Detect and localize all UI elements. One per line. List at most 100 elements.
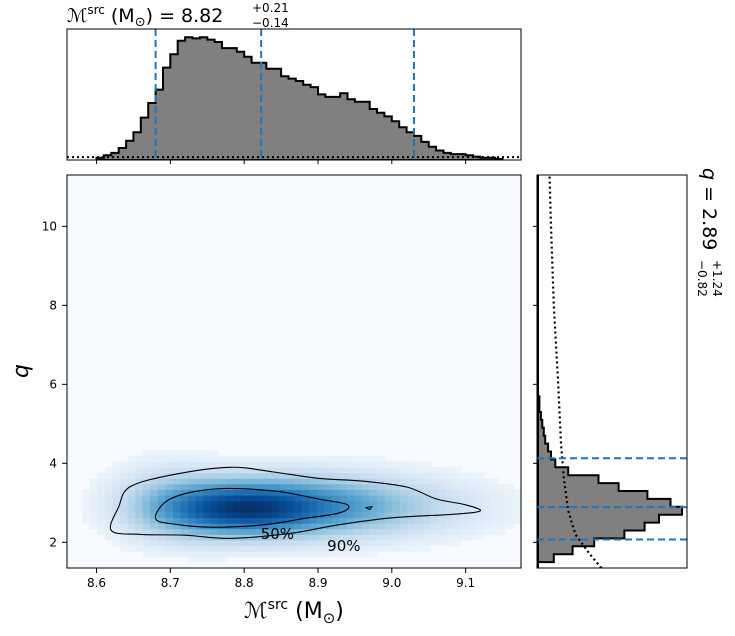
- heatmap-cell: [89, 489, 98, 496]
- heatmap-cell: [460, 472, 469, 479]
- heatmap-cell: [331, 461, 340, 468]
- heatmap-cell: [271, 455, 280, 462]
- heatmap-cell: [392, 528, 401, 535]
- heatmap-cell: [399, 545, 409, 552]
- heatmap-cell: [150, 539, 159, 547]
- heatmap-cell: [112, 500, 121, 507]
- heatmap-cell: [142, 483, 151, 490]
- heatmap-cell: [490, 500, 499, 507]
- heatmap-cell: [104, 489, 113, 496]
- heatmap-cell: [248, 545, 257, 552]
- heatmap-cell: [316, 489, 325, 496]
- heatmap-cell: [150, 466, 159, 474]
- heatmap-cell: [369, 495, 378, 502]
- heatmap-cell: [483, 523, 492, 530]
- heatmap-cell: [180, 500, 189, 507]
- heatmap-cell: [324, 517, 333, 524]
- heatmap-cell: [142, 466, 151, 474]
- heatmap-cell: [452, 478, 462, 485]
- heatmap-cell: [165, 466, 174, 474]
- heatmap-cell: [437, 528, 446, 535]
- heatmap-cell: [172, 528, 182, 535]
- heatmap-cell: [354, 551, 363, 558]
- heatmap-cell: [286, 539, 295, 547]
- heatmap-cell: [271, 500, 280, 507]
- heatmap-cell: [165, 500, 174, 507]
- heatmap-cell: [468, 506, 477, 513]
- mchirp-histogram: [67, 36, 521, 160]
- heatmap-cell: [248, 455, 257, 462]
- heatmap-cell: [354, 534, 363, 541]
- heatmap-cell: [460, 511, 469, 519]
- heatmap-cell: [97, 528, 106, 535]
- heatmap-cell: [112, 466, 121, 474]
- heatmap-cell: [294, 478, 303, 485]
- heatmap-cell: [157, 506, 166, 513]
- heatmap-cell: [468, 528, 477, 535]
- heatmap-cell: [294, 455, 303, 462]
- heatmap-cell: [362, 523, 371, 530]
- heatmap-cell: [316, 483, 325, 490]
- heatmap-cell: [119, 528, 129, 535]
- heatmap-cell: [271, 528, 280, 535]
- heatmap-cell: [218, 556, 227, 563]
- heatmap-cell: [225, 472, 235, 479]
- heatmap-cell: [483, 489, 492, 496]
- heatmap-cell: [294, 489, 303, 496]
- heatmap-cell: [392, 545, 401, 552]
- heatmap-cell: [150, 511, 159, 519]
- heatmap-cell: [346, 455, 356, 462]
- heatmap-cell: [256, 455, 265, 462]
- heatmap-cell: [278, 495, 288, 502]
- heatmap-cell: [339, 455, 348, 462]
- heatmap-cell: [399, 539, 409, 547]
- heatmap-cell: [210, 556, 219, 563]
- q-prior-curve: [548, 175, 603, 568]
- heatmap-cell: [263, 466, 272, 474]
- heatmap-cell: [97, 506, 106, 513]
- heatmap-cell: [339, 472, 348, 479]
- heatmap-cell: [309, 528, 318, 535]
- heatmap-cell: [248, 551, 257, 558]
- heatmap-cell: [180, 483, 189, 490]
- heatmap-cell: [324, 489, 333, 496]
- heatmap-cell: [97, 517, 106, 524]
- heatmap-cell: [157, 511, 166, 519]
- heatmap-cell: [233, 455, 242, 462]
- heatmap-cell: [498, 523, 507, 530]
- heatmap-cell: [294, 523, 303, 530]
- heatmap-cell: [286, 461, 295, 468]
- heatmap-cell: [362, 483, 371, 490]
- heatmap-cell: [354, 489, 363, 496]
- heatmap-cell: [89, 483, 98, 490]
- heatmap-cell: [127, 466, 136, 474]
- heatmap-cell: [490, 478, 499, 485]
- heatmap-cell: [339, 528, 348, 535]
- heatmap-cell: [233, 511, 242, 519]
- heatmap-cell: [399, 517, 409, 524]
- heatmap-cell: [256, 506, 265, 513]
- heatmap-cell: [346, 551, 356, 558]
- heatmap-cell: [188, 517, 197, 524]
- heatmap-cell: [316, 511, 325, 519]
- heatmap-cell: [498, 489, 507, 496]
- heatmap-cell: [286, 534, 295, 541]
- y-tick-label: 6: [49, 377, 57, 391]
- heatmap-cell: [309, 534, 318, 541]
- heatmap-cell: [195, 483, 204, 490]
- heatmap-cell: [233, 528, 242, 535]
- heatmap-cell: [135, 455, 144, 462]
- heatmap-cell: [369, 455, 378, 462]
- y-axis-label: q: [9, 364, 34, 378]
- heatmap-cell: [271, 483, 280, 490]
- heatmap-cell: [392, 461, 401, 468]
- heatmap-cell: [377, 545, 386, 552]
- heatmap-cell: [112, 517, 121, 524]
- heatmap-cell: [225, 534, 235, 541]
- heatmap-cell: [127, 500, 136, 507]
- heatmap-cell: [278, 517, 288, 524]
- right-marginal-panel: [533, 174, 688, 569]
- heatmap-cell: [218, 545, 227, 552]
- heatmap-cell: [513, 489, 521, 496]
- heatmap-cell: [150, 495, 159, 502]
